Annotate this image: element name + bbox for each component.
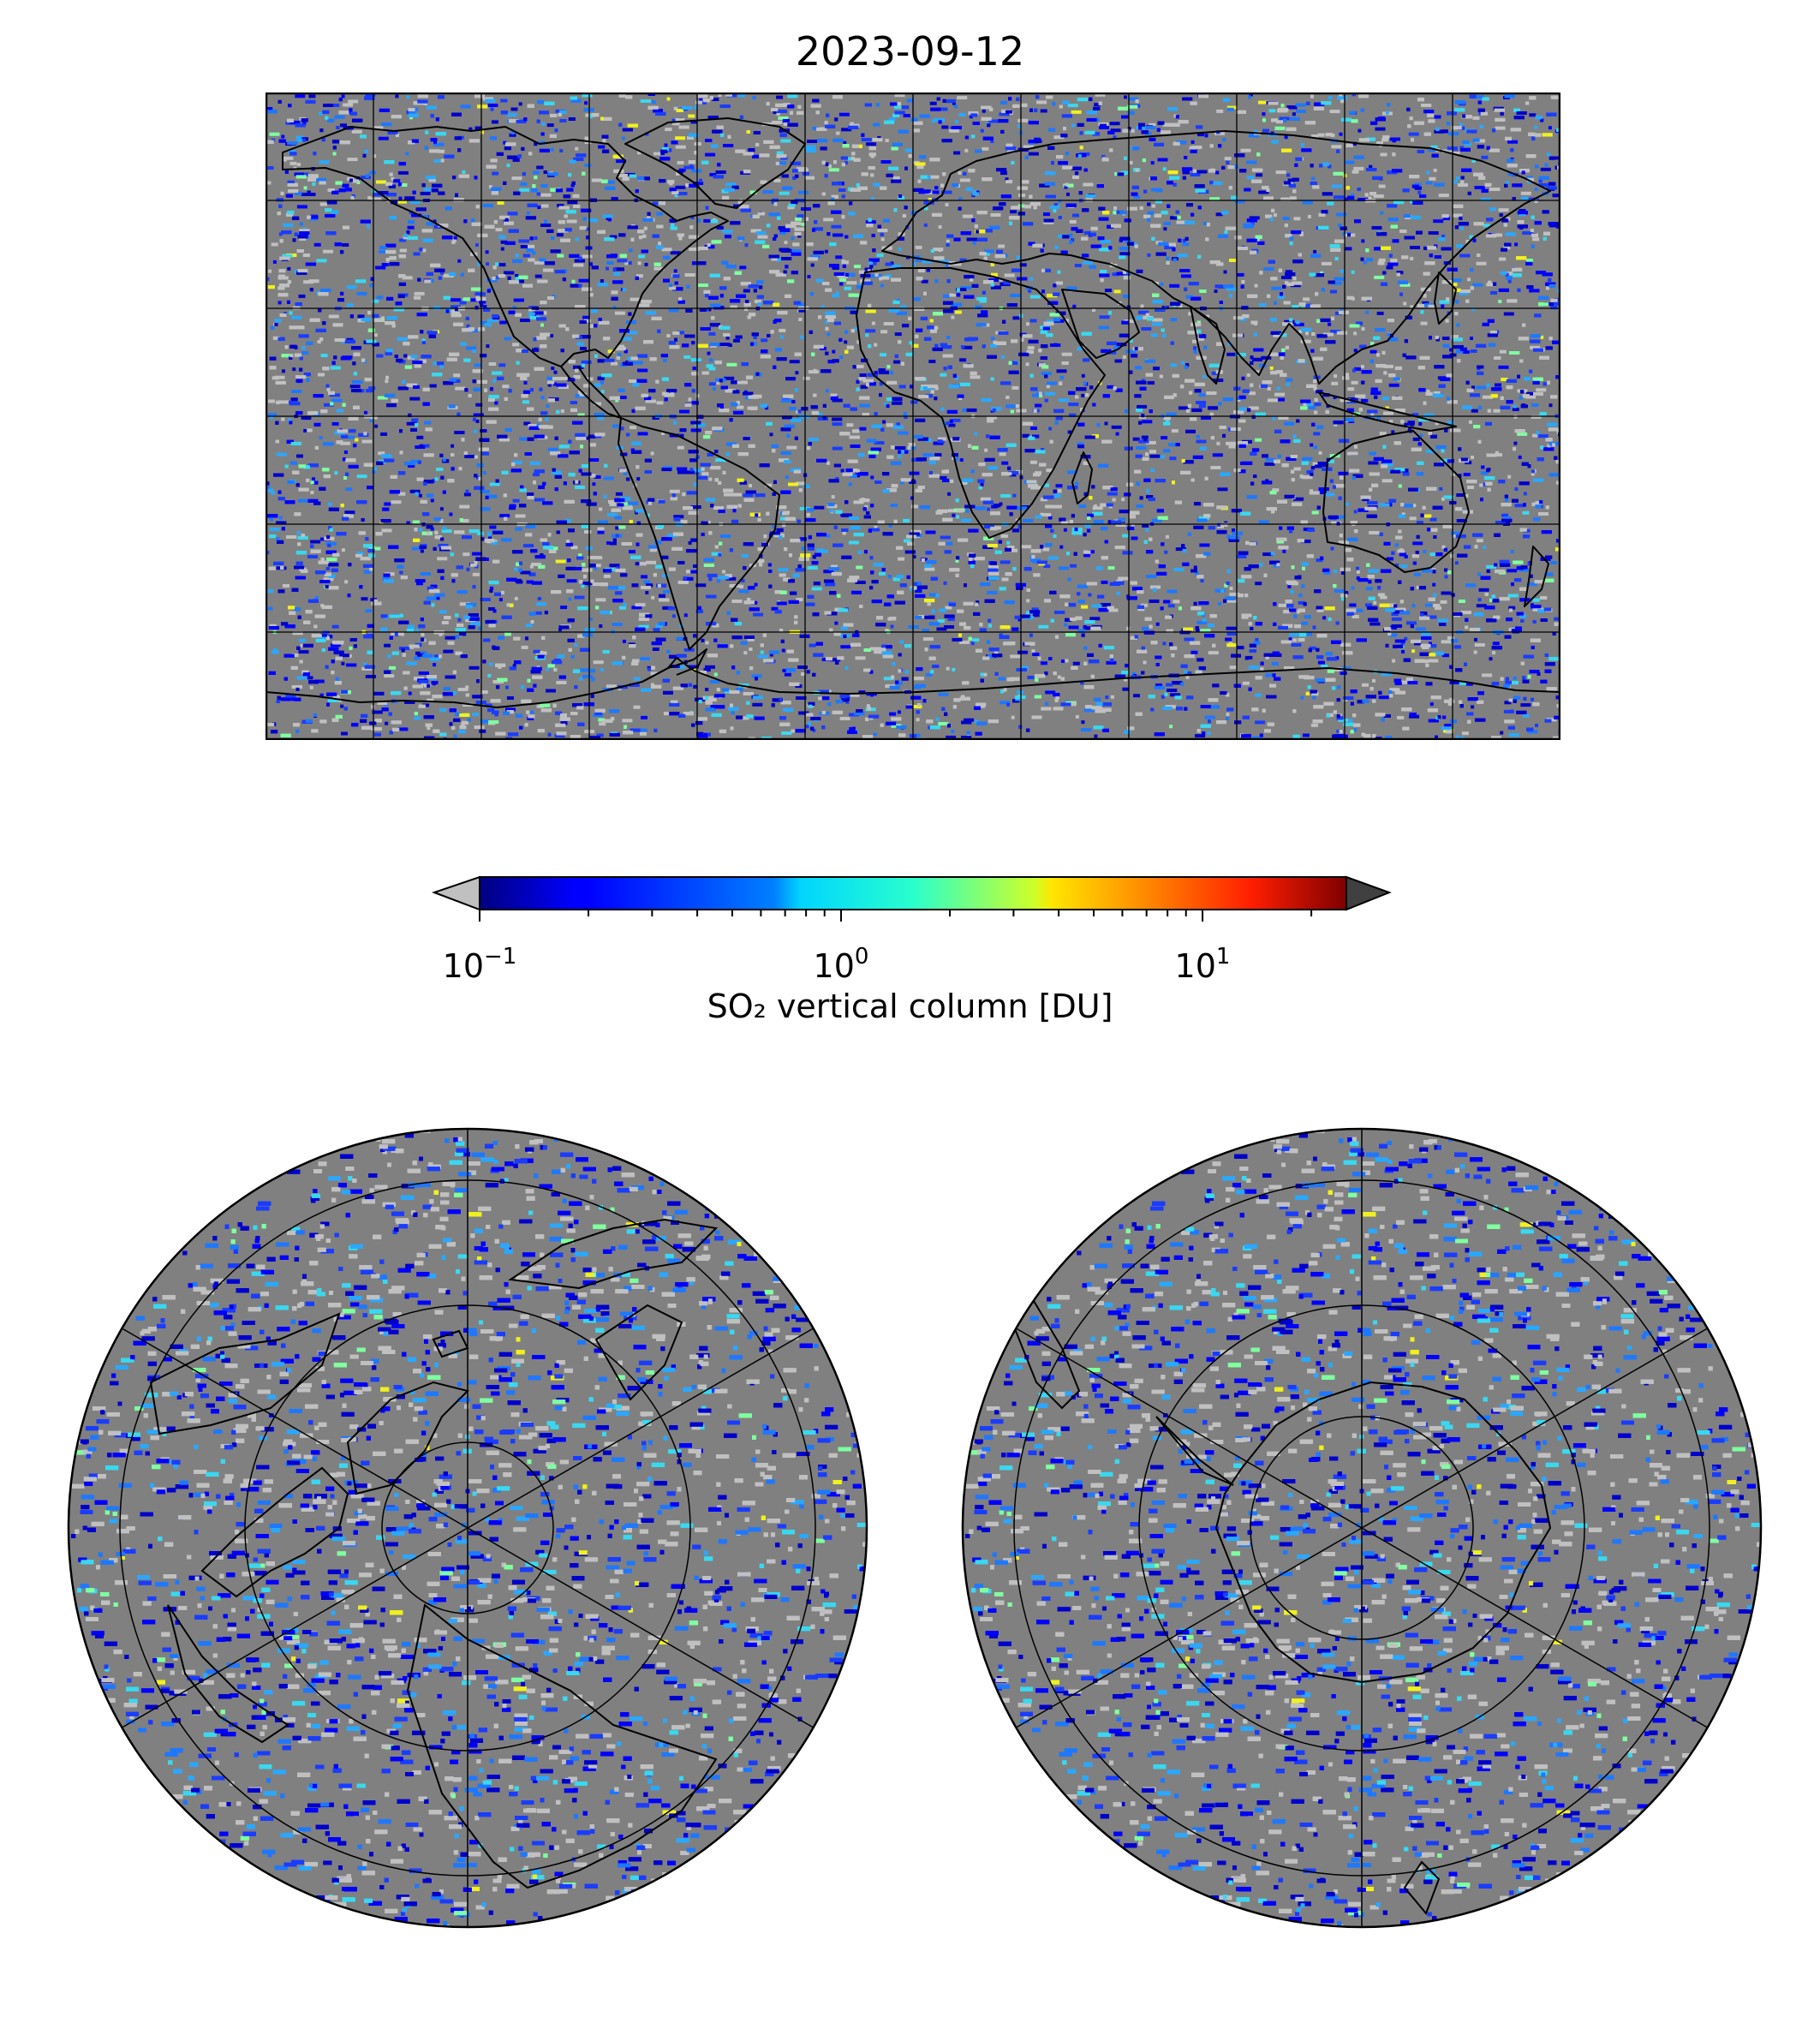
- coastline-madagascar: [1071, 451, 1093, 504]
- colorbar-ticks: [479, 910, 1313, 922]
- coastline-north-america-polar: [149, 1312, 341, 1435]
- north-gridlines: [118, 1129, 817, 1927]
- colorbar-under-extension: [432, 875, 480, 911]
- coastline-greenland: [624, 117, 806, 209]
- coastline-scandinavia: [594, 1304, 683, 1401]
- colorbar-tick-label-1: 10−1: [443, 936, 517, 987]
- colorbar-label: SO₂ vertical column [DU]: [0, 985, 1820, 1028]
- global-gridlines: [266, 92, 1560, 740]
- south-gridlines: [1012, 1129, 1711, 1927]
- coastline-new-zealand-polar: [1403, 1860, 1441, 1915]
- coastline-japan: [1434, 272, 1457, 325]
- colorbar-gradient: [480, 877, 1346, 910]
- coastline-greenland-polar: [346, 1381, 469, 1495]
- coastline-europe-polar: [508, 1218, 719, 1290]
- north-polar-map: [67, 1127, 868, 1929]
- coastline-antarctic-peninsula: [641, 648, 707, 683]
- coastline-new-zealand: [1524, 546, 1549, 607]
- north-coastlines: [149, 1218, 719, 1889]
- coastline-australia: [1322, 430, 1470, 573]
- coastline-north-america: [282, 126, 729, 367]
- north-map-frame: [67, 1127, 868, 1929]
- global-map-frame: [266, 92, 1560, 740]
- coastline-antarctica: [266, 657, 1560, 708]
- coastline-canada-polar: [200, 1466, 349, 1598]
- coastline-india: [1190, 306, 1226, 385]
- colorbar-tick-label-3: 101: [1175, 936, 1231, 987]
- figure-title: 2023-09-12: [0, 26, 1820, 77]
- coastline-south-america: [618, 417, 780, 650]
- colorbar: [432, 875, 1392, 922]
- colorbar-tick-label-2: 100: [814, 936, 869, 987]
- coastline-australia-polar: [1591, 1826, 1732, 1927]
- coastline-antarctica-polar: [1214, 1381, 1552, 1684]
- coastline-siberia: [406, 1603, 718, 1889]
- coastline-alaska: [167, 1604, 289, 1744]
- south-polar-map: [961, 1127, 1763, 1929]
- south-data-pixels: [965, 1129, 1761, 1927]
- global-map: [266, 92, 1560, 740]
- global-data-pixels: [266, 92, 1560, 740]
- south-map-frame: [961, 1127, 1763, 1929]
- coastline-eurasia: [881, 130, 1551, 385]
- colorbar-over-extension: [1346, 875, 1392, 911]
- coastline-antarctic-peninsula-polar: [1155, 1416, 1234, 1486]
